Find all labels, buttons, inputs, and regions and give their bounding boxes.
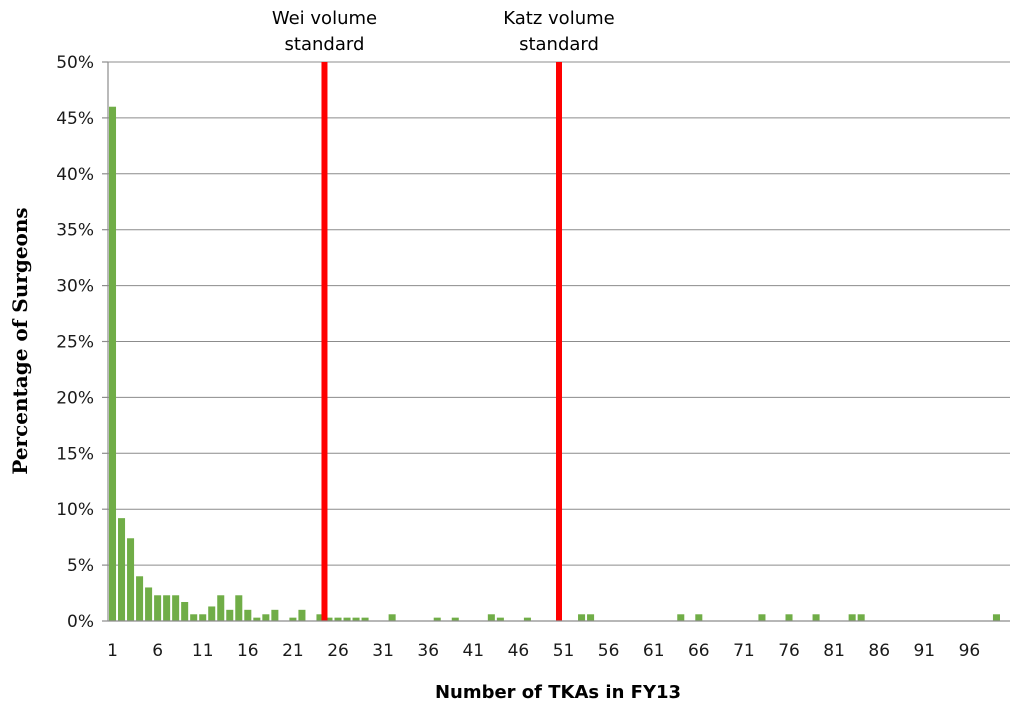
bar bbox=[334, 617, 342, 621]
x-tick-label: 46 bbox=[508, 641, 530, 661]
x-tick-label: 21 bbox=[282, 641, 304, 661]
bars bbox=[108, 106, 1000, 622]
bar bbox=[352, 617, 360, 621]
bar bbox=[343, 617, 351, 621]
bar bbox=[677, 614, 685, 621]
reference-line-label: standard bbox=[519, 34, 599, 55]
x-tick-label: 6 bbox=[152, 641, 163, 661]
y-tick-label: 20% bbox=[56, 388, 94, 408]
y-tick-label: 10% bbox=[56, 500, 94, 520]
x-tick-label: 26 bbox=[327, 641, 349, 661]
bar bbox=[154, 595, 162, 621]
y-tick-label: 25% bbox=[56, 333, 94, 353]
bar bbox=[262, 614, 270, 621]
bar bbox=[992, 614, 1000, 621]
bar bbox=[118, 518, 126, 621]
bar bbox=[316, 614, 324, 621]
bar bbox=[289, 617, 297, 621]
x-tick-label: 51 bbox=[553, 641, 575, 661]
x-axis-title: Number of TKAs in FY13 bbox=[435, 682, 681, 702]
x-tick-labels: 1 6 11 16 21 26 31 36 41 46 51 56 61 66 71 76 81 86 91 96 bbox=[107, 641, 980, 661]
y-tick-label: 0% bbox=[67, 612, 94, 632]
bar bbox=[578, 614, 586, 621]
bar bbox=[163, 595, 171, 621]
x-tick-label: 11 bbox=[192, 641, 214, 661]
bar bbox=[208, 606, 216, 621]
bar bbox=[523, 617, 531, 621]
bar bbox=[388, 614, 396, 621]
x-tick-label: 61 bbox=[643, 641, 665, 661]
bar bbox=[226, 609, 234, 621]
bar bbox=[361, 617, 369, 621]
reference-lines: Wei volume standard Katz volume standard bbox=[272, 8, 615, 621]
reference-line-label: Katz volume bbox=[503, 8, 614, 29]
bar bbox=[587, 614, 595, 621]
x-tick-label: 36 bbox=[417, 641, 439, 661]
bar bbox=[235, 595, 243, 621]
bar bbox=[190, 614, 198, 621]
y-tick-label: 45% bbox=[56, 109, 94, 129]
bar bbox=[496, 617, 504, 621]
y-tick-label: 40% bbox=[56, 165, 94, 185]
bar bbox=[487, 614, 495, 621]
x-tick-label: 76 bbox=[778, 641, 800, 661]
bar bbox=[848, 614, 856, 621]
y-tick-label: 5% bbox=[67, 556, 94, 576]
y-tick-label: 35% bbox=[56, 221, 94, 241]
reference-line-label: standard bbox=[285, 34, 365, 55]
x-tick-label: 66 bbox=[688, 641, 710, 661]
bar bbox=[127, 538, 135, 621]
x-tick-label: 96 bbox=[959, 641, 981, 661]
bar bbox=[785, 614, 793, 621]
bar bbox=[325, 617, 333, 621]
bar bbox=[172, 595, 180, 621]
bar bbox=[857, 614, 865, 621]
bar bbox=[695, 614, 703, 621]
x-tick-label: 91 bbox=[913, 641, 935, 661]
x-tick-label: 56 bbox=[598, 641, 620, 661]
bar bbox=[758, 614, 766, 621]
bar bbox=[136, 576, 144, 621]
bar bbox=[244, 609, 252, 621]
x-tick-label: 86 bbox=[868, 641, 890, 661]
x-tick-label: 1 bbox=[107, 641, 118, 661]
bar bbox=[298, 609, 306, 621]
y-tick-labels: 0% 5% 10% 15% 20% 25% 30% 35% 40% 45% 50% bbox=[56, 53, 94, 632]
bar bbox=[253, 617, 261, 621]
axes bbox=[102, 61, 1010, 622]
y-tick-label: 15% bbox=[56, 444, 94, 464]
bar bbox=[451, 617, 459, 621]
x-tick-label: 41 bbox=[462, 641, 484, 661]
bar bbox=[217, 595, 225, 621]
x-tick-label: 81 bbox=[823, 641, 845, 661]
y-axis-title: Percentage of Surgeons bbox=[8, 207, 32, 474]
x-tick-label: 16 bbox=[237, 641, 259, 661]
y-tick-label: 50% bbox=[56, 53, 94, 73]
bar bbox=[181, 601, 189, 621]
bar bbox=[108, 106, 117, 622]
bar bbox=[145, 587, 153, 621]
y-tick-label: 30% bbox=[56, 277, 94, 297]
reference-line-label: Wei volume bbox=[272, 8, 377, 29]
bar bbox=[433, 617, 441, 621]
bar bbox=[271, 609, 279, 621]
x-tick-label: 31 bbox=[372, 641, 394, 661]
bar bbox=[199, 614, 207, 621]
x-tick-label: 71 bbox=[733, 641, 755, 661]
bar bbox=[812, 614, 820, 621]
